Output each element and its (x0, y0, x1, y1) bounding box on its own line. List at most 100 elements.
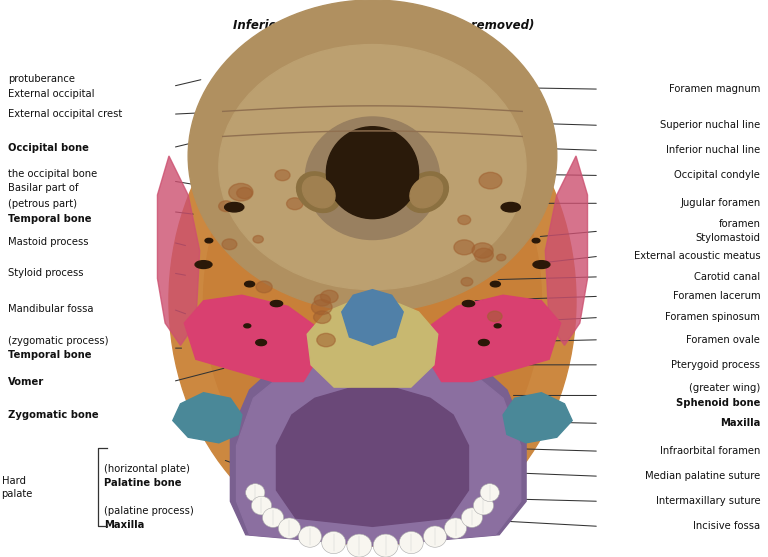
Polygon shape (342, 290, 403, 345)
Ellipse shape (270, 301, 283, 306)
Text: (zygomatic process): (zygomatic process) (8, 336, 108, 346)
Text: Pterygoid process: Pterygoid process (671, 360, 760, 370)
Text: protuberance: protuberance (8, 74, 74, 84)
Polygon shape (426, 295, 561, 382)
Circle shape (222, 239, 237, 250)
Polygon shape (230, 340, 526, 546)
Text: Palatine bone: Palatine bone (104, 478, 181, 488)
Polygon shape (184, 295, 319, 382)
Text: Vomer: Vomer (8, 377, 44, 387)
Text: Mandibular fossa: Mandibular fossa (8, 304, 93, 314)
Circle shape (472, 243, 493, 258)
Text: (horizontal plate): (horizontal plate) (104, 464, 190, 474)
Circle shape (497, 254, 506, 261)
Text: External acoustic meatus: External acoustic meatus (634, 251, 760, 261)
Circle shape (317, 334, 336, 347)
Circle shape (312, 300, 332, 315)
Circle shape (303, 178, 317, 188)
Text: Occipital bone: Occipital bone (8, 143, 88, 153)
Ellipse shape (306, 117, 439, 240)
Ellipse shape (445, 518, 466, 539)
Text: Stylomastoid: Stylomastoid (695, 233, 760, 243)
Ellipse shape (303, 177, 335, 208)
Circle shape (253, 236, 263, 243)
Circle shape (314, 294, 330, 306)
Circle shape (479, 172, 502, 189)
Ellipse shape (195, 261, 212, 268)
Circle shape (219, 201, 233, 212)
Text: Foramen lacerum: Foramen lacerum (673, 291, 760, 301)
Ellipse shape (244, 281, 255, 287)
Text: the occipital bone: the occipital bone (8, 169, 97, 179)
Text: External occipital crest: External occipital crest (8, 109, 122, 119)
Ellipse shape (205, 238, 213, 243)
Text: Median palatine suture: Median palatine suture (645, 471, 760, 481)
Text: Zygomatic bone: Zygomatic bone (8, 410, 98, 420)
Ellipse shape (478, 339, 489, 345)
Ellipse shape (326, 127, 419, 218)
Circle shape (419, 189, 435, 202)
Polygon shape (157, 156, 200, 345)
Text: Basilar part of: Basilar part of (8, 183, 78, 193)
Circle shape (320, 290, 338, 303)
Polygon shape (307, 298, 438, 387)
Circle shape (229, 183, 253, 201)
Text: Carotid canal: Carotid canal (694, 272, 760, 282)
Circle shape (458, 215, 471, 224)
Text: Foramen ovale: Foramen ovale (687, 335, 760, 345)
Polygon shape (276, 384, 468, 526)
Text: Inferior view of the skull (mandible removed): Inferior view of the skull (mandible rem… (233, 18, 535, 32)
Ellipse shape (263, 508, 283, 527)
Ellipse shape (410, 177, 442, 208)
Text: foramen: foramen (718, 219, 760, 229)
Circle shape (256, 281, 272, 293)
Text: Superior nuchal line: Superior nuchal line (660, 120, 760, 130)
Text: Maxilla: Maxilla (720, 418, 760, 428)
Ellipse shape (480, 483, 499, 501)
Circle shape (454, 240, 475, 255)
Ellipse shape (501, 202, 521, 212)
Text: Incisive fossa: Incisive fossa (694, 521, 760, 531)
Text: Sphenoid bone: Sphenoid bone (676, 398, 760, 408)
Ellipse shape (404, 172, 449, 212)
Text: Foramen spinosum: Foramen spinosum (665, 312, 760, 323)
Text: Jugular foramen: Jugular foramen (680, 198, 760, 208)
Ellipse shape (399, 531, 423, 554)
Text: Temporal bone: Temporal bone (8, 214, 91, 224)
Ellipse shape (279, 518, 300, 539)
Circle shape (475, 248, 493, 262)
Ellipse shape (244, 324, 250, 328)
Ellipse shape (462, 508, 482, 527)
Ellipse shape (347, 534, 372, 557)
Text: Mastoid process: Mastoid process (8, 237, 88, 247)
Circle shape (313, 311, 331, 324)
Text: Infraorbital foramen: Infraorbital foramen (660, 446, 760, 456)
Polygon shape (545, 156, 588, 345)
Circle shape (488, 311, 502, 321)
Ellipse shape (423, 526, 446, 548)
Polygon shape (173, 393, 242, 443)
Polygon shape (503, 393, 572, 443)
Text: (palatine process): (palatine process) (104, 506, 194, 516)
Ellipse shape (188, 0, 557, 312)
Text: Intermaxillary suture: Intermaxillary suture (656, 496, 760, 506)
Circle shape (461, 277, 473, 286)
Ellipse shape (533, 261, 550, 268)
Text: Maxilla: Maxilla (104, 520, 144, 530)
Ellipse shape (204, 89, 541, 512)
Circle shape (237, 188, 252, 199)
Ellipse shape (473, 496, 494, 515)
Ellipse shape (296, 172, 341, 212)
Ellipse shape (490, 281, 501, 287)
Ellipse shape (256, 339, 266, 345)
Text: Foramen magnum: Foramen magnum (669, 84, 760, 94)
Ellipse shape (495, 324, 501, 328)
Ellipse shape (251, 496, 272, 515)
Ellipse shape (532, 238, 540, 243)
Text: Hard
palate: Hard palate (2, 476, 33, 499)
Polygon shape (237, 351, 521, 545)
Ellipse shape (219, 45, 526, 290)
Circle shape (286, 198, 303, 209)
Circle shape (275, 170, 290, 180)
Ellipse shape (462, 301, 475, 306)
